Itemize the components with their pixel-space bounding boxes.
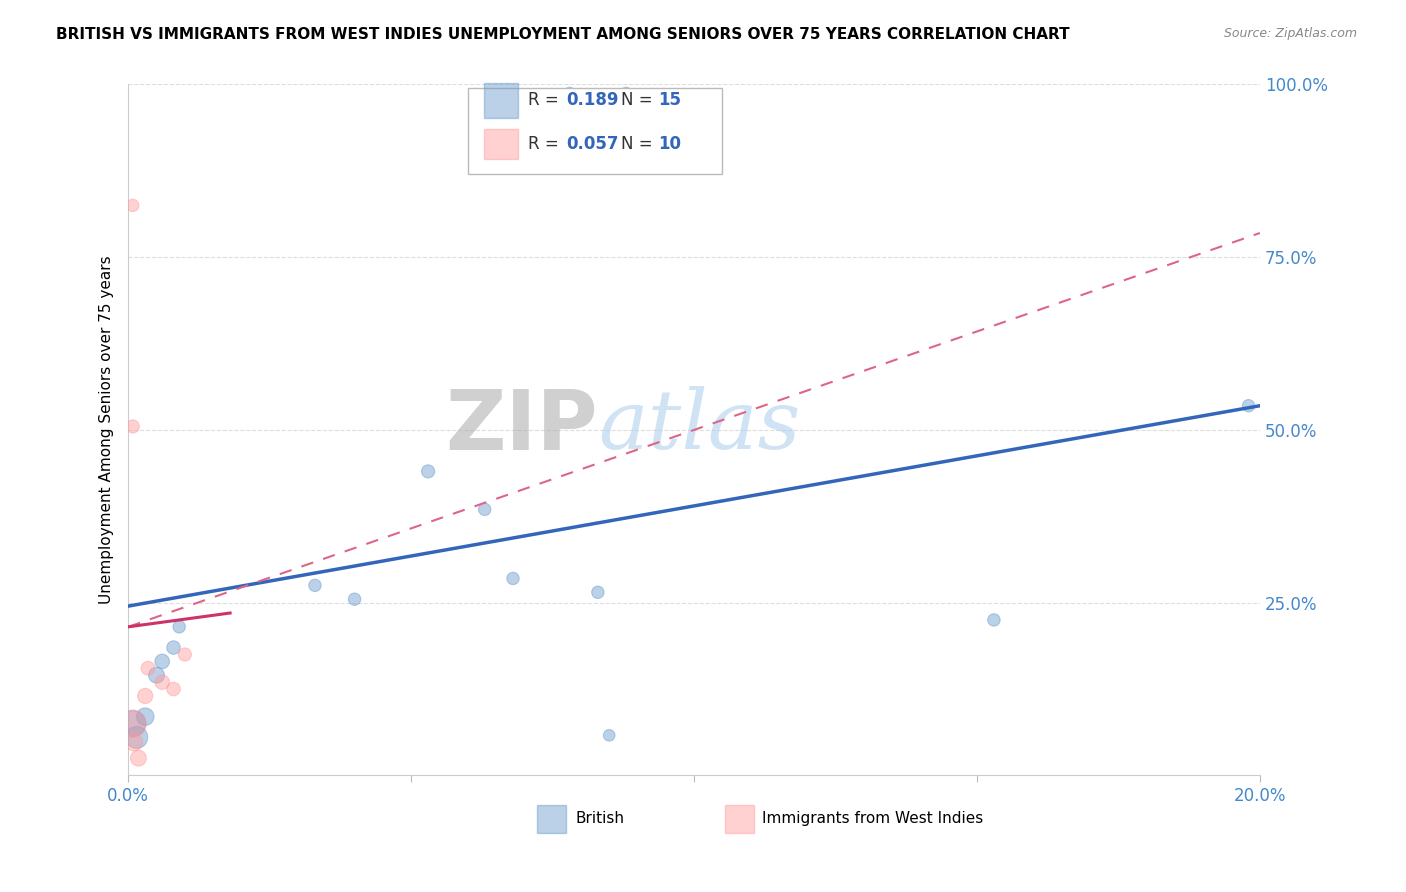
Point <box>162 640 184 655</box>
Text: Immigrants from West Indies: Immigrants from West Indies <box>762 812 983 826</box>
Point <box>343 592 366 607</box>
Text: ZIP: ZIP <box>446 386 598 467</box>
Point <box>304 578 326 592</box>
Point <box>150 675 173 690</box>
FancyBboxPatch shape <box>724 805 754 833</box>
Text: Source: ZipAtlas.com: Source: ZipAtlas.com <box>1223 27 1357 40</box>
Text: 0.189: 0.189 <box>567 91 619 109</box>
Text: atlas: atlas <box>598 386 800 467</box>
Text: N =: N = <box>620 91 658 109</box>
Point <box>614 87 637 101</box>
Text: N =: N = <box>620 135 658 153</box>
Point <box>121 716 143 731</box>
Point <box>125 731 148 745</box>
Point <box>127 751 149 765</box>
Point <box>173 648 195 662</box>
Point <box>474 502 496 516</box>
Y-axis label: Unemployment Among Seniors over 75 years: Unemployment Among Seniors over 75 years <box>100 256 114 604</box>
FancyBboxPatch shape <box>484 128 517 160</box>
Point <box>167 620 190 634</box>
Point <box>418 464 440 478</box>
Point <box>150 654 173 668</box>
Point <box>121 198 143 212</box>
Point <box>145 668 167 682</box>
Point <box>586 585 609 599</box>
Point <box>134 709 156 723</box>
Point <box>1237 399 1260 413</box>
Point <box>122 735 145 749</box>
FancyBboxPatch shape <box>537 805 567 833</box>
FancyBboxPatch shape <box>484 83 517 118</box>
Point <box>134 689 156 703</box>
Text: 0.057: 0.057 <box>567 135 619 153</box>
Text: R =: R = <box>527 135 564 153</box>
Text: R =: R = <box>527 91 564 109</box>
Point <box>502 572 524 586</box>
Point <box>121 419 143 434</box>
Text: British: British <box>575 812 624 826</box>
Point <box>558 87 581 101</box>
FancyBboxPatch shape <box>468 88 723 174</box>
Point <box>598 728 620 742</box>
Point <box>162 681 184 696</box>
Text: BRITISH VS IMMIGRANTS FROM WEST INDIES UNEMPLOYMENT AMONG SENIORS OVER 75 YEARS : BRITISH VS IMMIGRANTS FROM WEST INDIES U… <box>56 27 1070 42</box>
Point <box>136 661 159 675</box>
Point <box>121 716 143 731</box>
Text: 15: 15 <box>658 91 681 109</box>
Text: 10: 10 <box>658 135 681 153</box>
Point <box>983 613 1005 627</box>
